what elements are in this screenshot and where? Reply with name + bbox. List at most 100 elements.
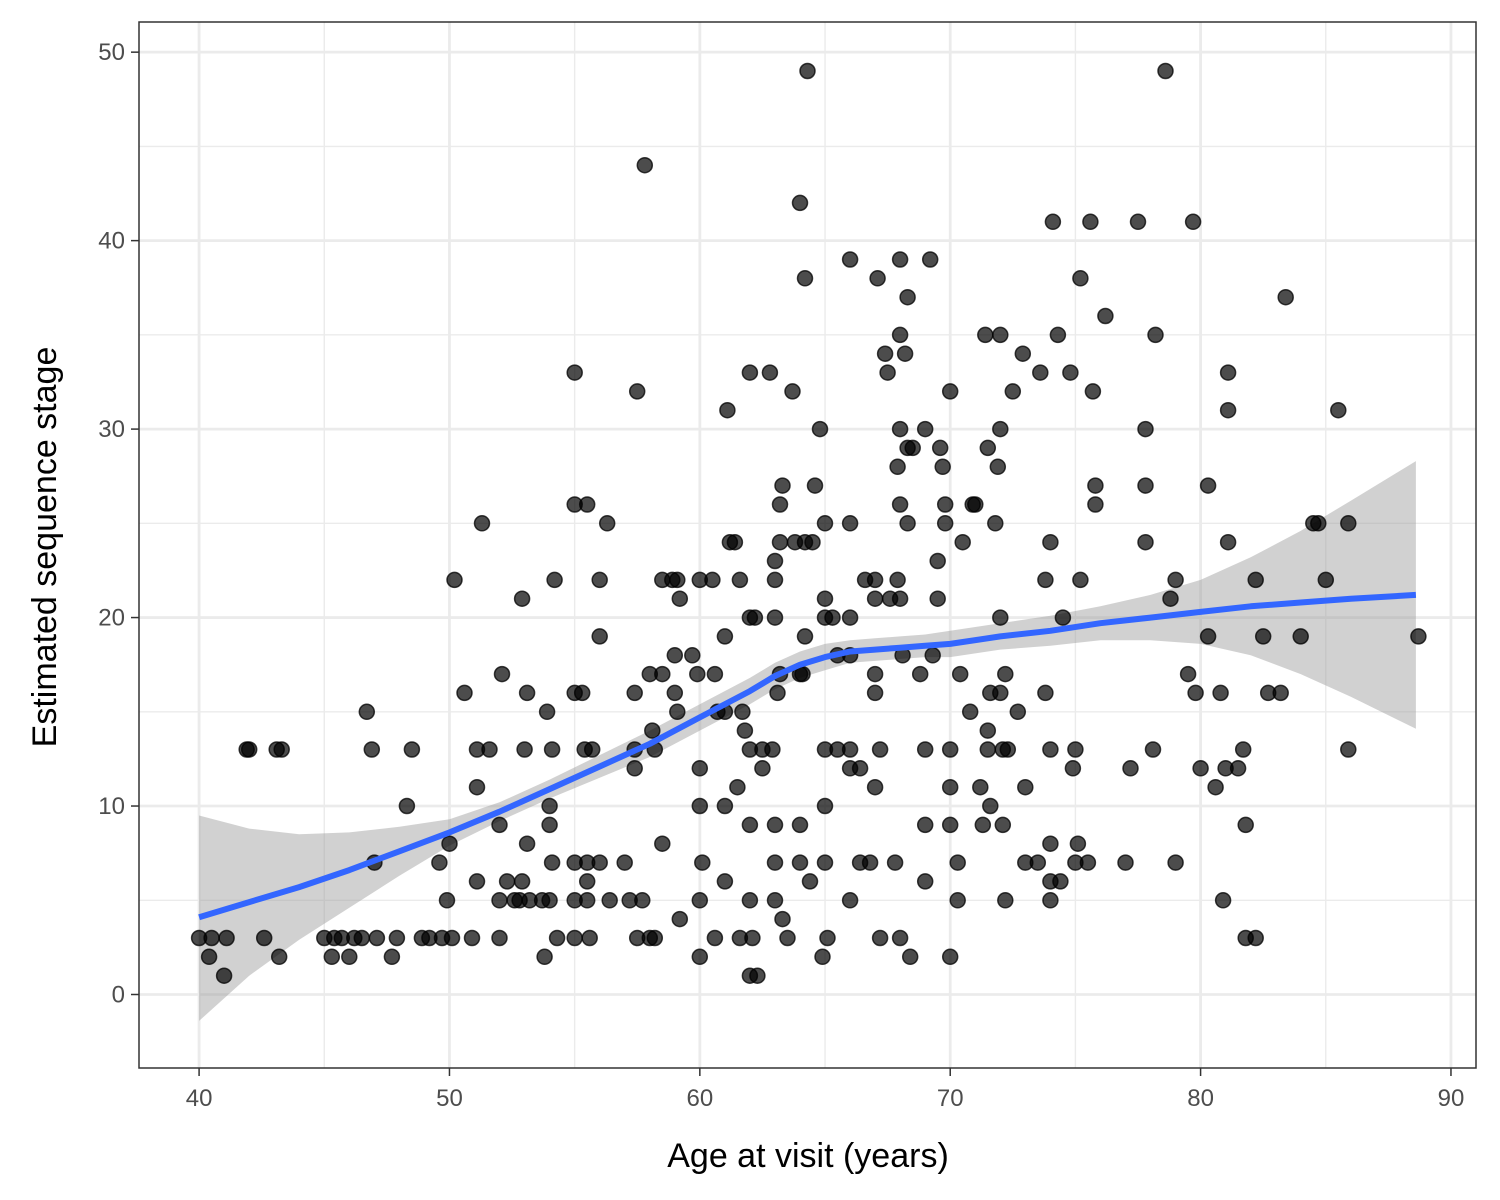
data-point (816, 854, 834, 871)
data-point (1254, 628, 1272, 645)
data-point (1229, 760, 1247, 777)
data-point (891, 590, 909, 607)
data-point (816, 797, 834, 815)
data-point (766, 571, 784, 589)
data-point (1014, 345, 1032, 362)
data-point (741, 892, 759, 909)
data-point (997, 892, 1014, 909)
data-point (548, 929, 566, 947)
data-point (273, 741, 290, 758)
data-point (716, 873, 734, 890)
x-axis-title: Age at visit (years) (667, 1137, 949, 1175)
data-point (979, 741, 997, 758)
data-point (921, 251, 939, 268)
data-point (468, 873, 486, 890)
data-point (566, 364, 583, 381)
data-point (255, 929, 273, 947)
data-point (982, 797, 999, 815)
data-point (691, 892, 709, 909)
data-point (866, 684, 884, 702)
data-point (936, 515, 954, 532)
data-point (1219, 401, 1237, 419)
data-point (987, 515, 1004, 532)
data-point (994, 816, 1012, 834)
data-point (601, 892, 618, 909)
data-point (889, 571, 906, 589)
data-point (1032, 364, 1049, 381)
x-tick-label: 60 (686, 1085, 713, 1112)
data-point (388, 929, 406, 947)
data-point (992, 420, 1009, 438)
data-point (1340, 515, 1357, 532)
panel-border (138, 21, 1477, 1069)
points-layer (190, 62, 1427, 984)
data-point (636, 156, 654, 174)
data-point (644, 722, 661, 739)
data-point (1330, 401, 1347, 419)
data-point (924, 647, 941, 664)
data-point (961, 703, 979, 721)
data-point (977, 326, 994, 344)
data-point (1272, 684, 1289, 702)
data-point (491, 929, 508, 947)
data-point (904, 439, 921, 457)
data-point (972, 778, 989, 796)
data-point (871, 929, 889, 947)
data-point (1052, 873, 1069, 890)
data-point (1117, 854, 1134, 871)
data-point (1029, 854, 1047, 871)
data-point (941, 778, 959, 796)
data-point (992, 609, 1009, 626)
data-point (456, 684, 473, 702)
data-point (801, 873, 819, 890)
y-tick-label: 10 (98, 793, 125, 820)
data-point (1247, 571, 1264, 589)
data-point (566, 929, 583, 947)
data-point (741, 364, 759, 381)
data-point (851, 760, 869, 777)
data-point (541, 797, 558, 815)
data-point (729, 778, 746, 796)
data-point (1042, 835, 1059, 852)
data-point (691, 797, 709, 815)
data-point (992, 326, 1009, 344)
data-point (543, 854, 561, 871)
data-point (1277, 288, 1294, 306)
data-point (654, 835, 671, 852)
data-point (666, 647, 684, 664)
data-point (581, 929, 598, 947)
data-point (716, 628, 734, 645)
data-point (896, 345, 914, 362)
data-point (438, 892, 456, 909)
data-point (989, 458, 1007, 476)
smooth-line-layer (198, 591, 1417, 921)
data-point (1009, 703, 1027, 721)
data-point (726, 533, 744, 551)
data-point (513, 590, 531, 607)
data-point (799, 62, 816, 80)
data-point (1067, 741, 1084, 758)
data-point (443, 929, 461, 947)
data-point (543, 741, 561, 758)
data-point (358, 703, 376, 721)
data-point (1064, 760, 1082, 777)
data-point (200, 948, 218, 966)
data-point (1087, 496, 1104, 513)
data-point (598, 515, 616, 532)
data-point (270, 948, 288, 966)
data-point (431, 854, 448, 871)
data-point (1199, 628, 1217, 645)
x-tick-label: 80 (1187, 1085, 1214, 1112)
x-tick-label: 90 (1438, 1085, 1465, 1112)
data-point (671, 910, 689, 928)
data-point (941, 816, 959, 834)
data-point (916, 873, 934, 890)
data-point (646, 929, 664, 947)
data-point (841, 251, 859, 268)
data-point (891, 326, 909, 344)
data-point (578, 873, 596, 890)
data-point (398, 797, 416, 815)
data-point (754, 760, 771, 777)
data-point (654, 665, 671, 683)
